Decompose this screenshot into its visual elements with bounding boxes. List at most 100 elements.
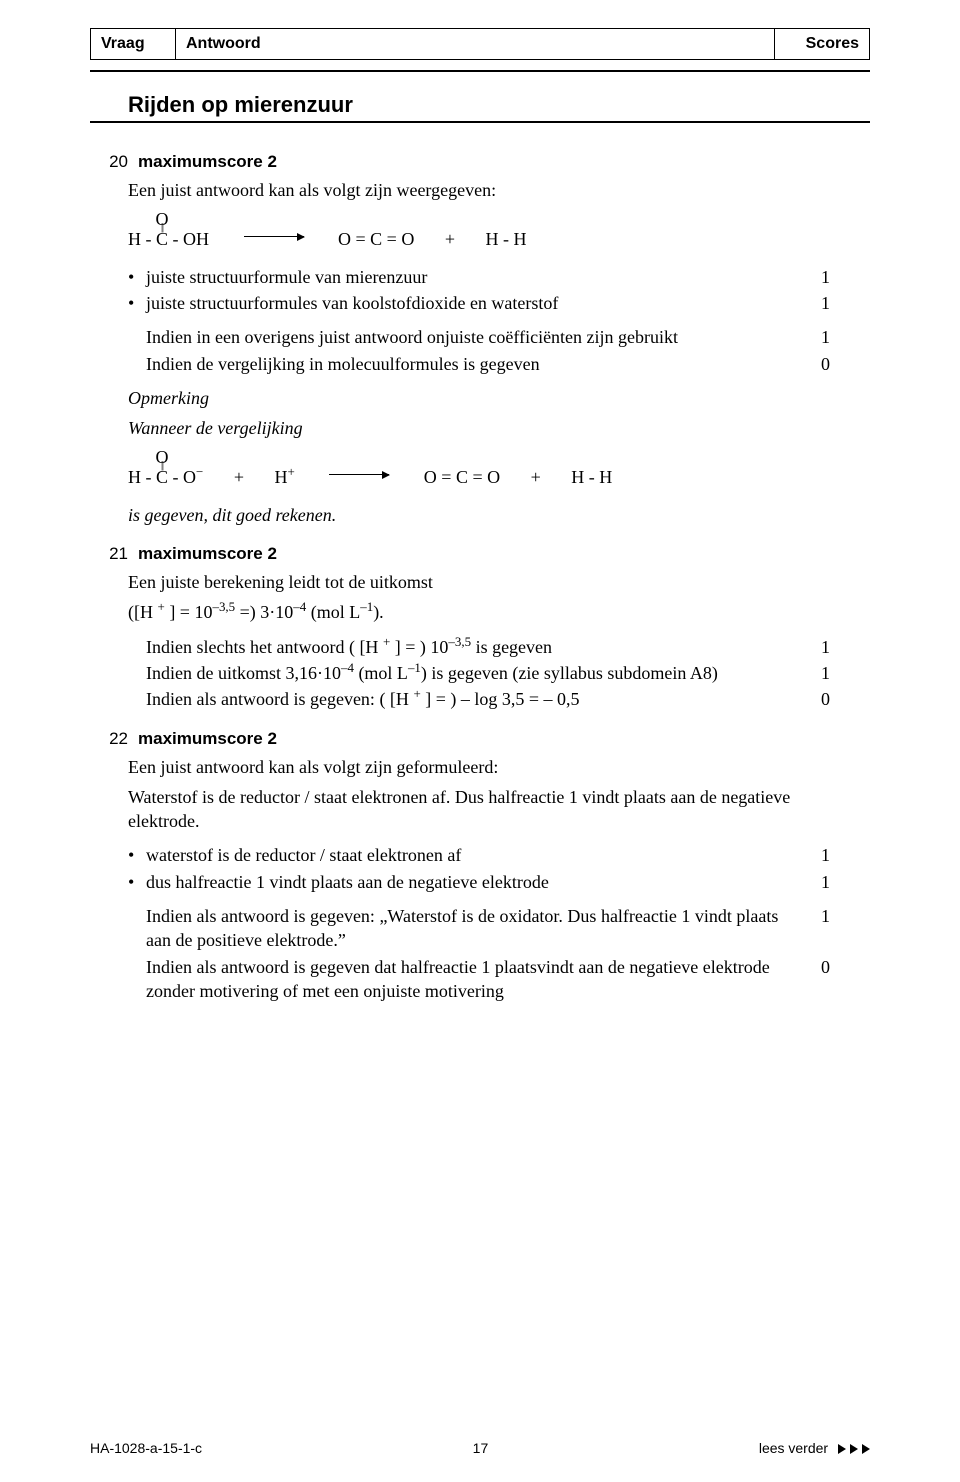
q22-cond-2-text: Indien als antwoord is gegeven dat halfr… bbox=[146, 955, 810, 1004]
q22-number: 22 bbox=[90, 728, 138, 751]
section-title: Rijden op mierenzuur bbox=[128, 90, 870, 120]
q21-number: 21 bbox=[90, 543, 138, 566]
q21-cond-1-score: 1 bbox=[810, 635, 830, 659]
q20-label: maximumscore 2 bbox=[138, 151, 277, 174]
q20-cond-2-score: 0 bbox=[810, 352, 830, 376]
q20-eq2-lhs-pre: H - bbox=[128, 467, 156, 487]
q20-cond-1: • Indien in een overigens juist antwoord… bbox=[128, 325, 830, 349]
q22-bullet-2-text: dus halfreactie 1 vindt plaats aan de ne… bbox=[146, 870, 810, 894]
header-vraag: Vraag bbox=[90, 28, 176, 60]
q22-label: maximumscore 2 bbox=[138, 728, 277, 751]
q22-bullet-1-score: 1 bbox=[810, 843, 830, 867]
footer-page: 17 bbox=[473, 1439, 489, 1458]
q21-c2-a: Indien de uitkomst 3,16·10 bbox=[146, 663, 341, 683]
q21-c2-b: (mol L bbox=[354, 663, 408, 683]
q21-c2-c: ) is gegeven (zie syllabus subdomein A8) bbox=[421, 663, 718, 683]
arrow-icon bbox=[329, 474, 389, 475]
q21-l2-a: ([H bbox=[128, 602, 158, 622]
footer-right: lees verder bbox=[759, 1439, 870, 1458]
q21-body: Een juiste berekening leidt tot de uitko… bbox=[128, 570, 830, 711]
q21-c3-b: ] = ) – log 3,5 = – 0,5 bbox=[421, 689, 580, 709]
q22-line2: Waterstof is de reductor / staat elektro… bbox=[128, 785, 830, 834]
page-footer: HA-1028-a-15-1-c 17 lees verder bbox=[90, 1439, 870, 1458]
footer-left: HA-1028-a-15-1-c bbox=[90, 1439, 202, 1458]
q21-l2-exp3: –1 bbox=[360, 599, 373, 614]
q21-line2: ([H + ] = 10–3,5 =) 3·10–4 (mol L–1). bbox=[128, 600, 830, 624]
q22-cond-2-score: 0 bbox=[810, 955, 830, 979]
q20-opm-line: Wanneer de vergelijking bbox=[128, 416, 830, 440]
q21-c1-a: Indien slechts het antwoord ( [H bbox=[146, 637, 383, 657]
q20-body: Een juist antwoord kan als volgt zijn we… bbox=[128, 178, 830, 527]
q21-cond-3: • Indien als antwoord is gegeven: ( [H +… bbox=[128, 687, 830, 711]
q22-cond-1: • Indien als antwoord is gegeven: „Water… bbox=[128, 904, 830, 953]
q21-l2-exp: –3,5 bbox=[212, 599, 235, 614]
q20-eq2-rhs1: O = C = O bbox=[424, 467, 500, 487]
q22-bullet-1: • waterstof is de reductor / staat elekt… bbox=[128, 843, 830, 867]
q21-c2-exp2: –1 bbox=[408, 660, 421, 675]
q20-eq2-plus2: + bbox=[531, 467, 541, 487]
q20-bullet-1: • juiste structuurformule van mierenzuur… bbox=[128, 265, 830, 289]
q21-l2-d: (mol L bbox=[306, 602, 360, 622]
q21-cond-1-text: Indien slechts het antwoord ( [H + ] = )… bbox=[146, 635, 810, 659]
q21-cond-2-text: Indien de uitkomst 3,16·10–4 (mol L–1) i… bbox=[146, 661, 810, 685]
section-title-underline bbox=[90, 121, 870, 123]
q20-bullet-1-text: juiste structuurformule van mierenzuur bbox=[146, 265, 810, 289]
q20-bullet-1-score: 1 bbox=[810, 265, 830, 289]
q21-l2-e: ). bbox=[373, 602, 384, 622]
arrow-right-icon bbox=[862, 1444, 870, 1454]
q21-l2-b: ] = 10 bbox=[165, 602, 213, 622]
q21-cond-3-score: 0 bbox=[810, 687, 830, 711]
bullet-icon: • bbox=[128, 265, 146, 289]
q20-cond-1-text: Indien in een overigens juist antwoord o… bbox=[146, 325, 810, 349]
q20-eq2-plus1: + bbox=[234, 467, 244, 487]
bullet-icon: • bbox=[128, 291, 146, 315]
q22-body: Een juist antwoord kan als volgt zijn ge… bbox=[128, 755, 830, 1004]
q22-cond-1-score: 1 bbox=[810, 904, 830, 928]
q22-cond-1-text: Indien als antwoord is gegeven: „Waterst… bbox=[146, 904, 810, 953]
q21-cond-3-text: Indien als antwoord is gegeven: ( [H + ]… bbox=[146, 687, 810, 711]
arrow-icon bbox=[244, 236, 304, 237]
q20-number: 20 bbox=[90, 151, 138, 174]
q20-eq1-lhs-post: - OH bbox=[168, 229, 209, 249]
q21-line1: Een juiste berekening leidt tot de uitko… bbox=[128, 570, 830, 594]
q20-eq2-mid-sup: + bbox=[287, 464, 294, 479]
q20-eq2-mid: H bbox=[274, 467, 287, 487]
q20-eq1-rhs2: H - H bbox=[485, 229, 526, 249]
q22-head: 22 maximumscore 2 bbox=[90, 728, 870, 751]
q20-cond-1-score: 1 bbox=[810, 325, 830, 349]
q21-c1-b: ] = ) 10 bbox=[390, 637, 448, 657]
q21-head: 21 maximumscore 2 bbox=[90, 543, 870, 566]
q21-cond-2-score: 1 bbox=[810, 661, 830, 685]
q20-head: 20 maximumscore 2 bbox=[90, 151, 870, 174]
header-antwoord: Antwoord bbox=[176, 28, 775, 60]
q22-bullet-2-score: 1 bbox=[810, 870, 830, 894]
q20-intro: Een juist antwoord kan als volgt zijn we… bbox=[128, 178, 830, 202]
q22-line1: Een juist antwoord kan als volgt zijn ge… bbox=[128, 755, 830, 779]
q21-l2-sup: + bbox=[158, 599, 165, 614]
arrow-right-icon bbox=[838, 1444, 846, 1454]
q21-l2-c: =) 3·10 bbox=[235, 602, 293, 622]
q20-eq2-rhs2: H - H bbox=[571, 467, 612, 487]
q20-cond-2-text: Indien de vergelijking in molecuulformul… bbox=[146, 352, 810, 376]
arrow-right-icons bbox=[838, 1444, 870, 1454]
footer-right-text: lees verder bbox=[759, 1440, 828, 1456]
header-scores: Scores bbox=[775, 28, 870, 60]
q20-eq1-plus: + bbox=[445, 229, 455, 249]
q21-l2-exp2: –4 bbox=[293, 599, 306, 614]
q20-equation-1: H - CO|| - OH O = C = O + H - H bbox=[128, 209, 830, 265]
q20-eq2-over-dbl: || bbox=[161, 459, 163, 473]
q20-eq1-rhs1: O = C = O bbox=[338, 229, 414, 249]
q20-eq2-lhs-post: - O bbox=[168, 467, 196, 487]
q20-opm-end: is gegeven, dit goed rekenen. bbox=[128, 503, 830, 527]
q22-cond-2: • Indien als antwoord is gegeven dat hal… bbox=[128, 955, 830, 1004]
bullet-icon: • bbox=[128, 843, 146, 867]
bullet-icon: • bbox=[128, 870, 146, 894]
q20-bullet-2-text: juiste structuurformules van koolstofdio… bbox=[146, 291, 810, 315]
q20-eq1-over-dbl: || bbox=[161, 221, 163, 235]
q20-cond-2: • Indien de vergelijking in molecuulform… bbox=[128, 352, 830, 376]
header-row: Vraag Antwoord Scores bbox=[90, 28, 870, 60]
q20-bullet-2-score: 1 bbox=[810, 291, 830, 315]
q22-bullet-2: • dus halfreactie 1 vindt plaats aan de … bbox=[128, 870, 830, 894]
header-rule bbox=[90, 70, 870, 72]
q21-c3-a: Indien als antwoord is gegeven: ( [H bbox=[146, 689, 413, 709]
